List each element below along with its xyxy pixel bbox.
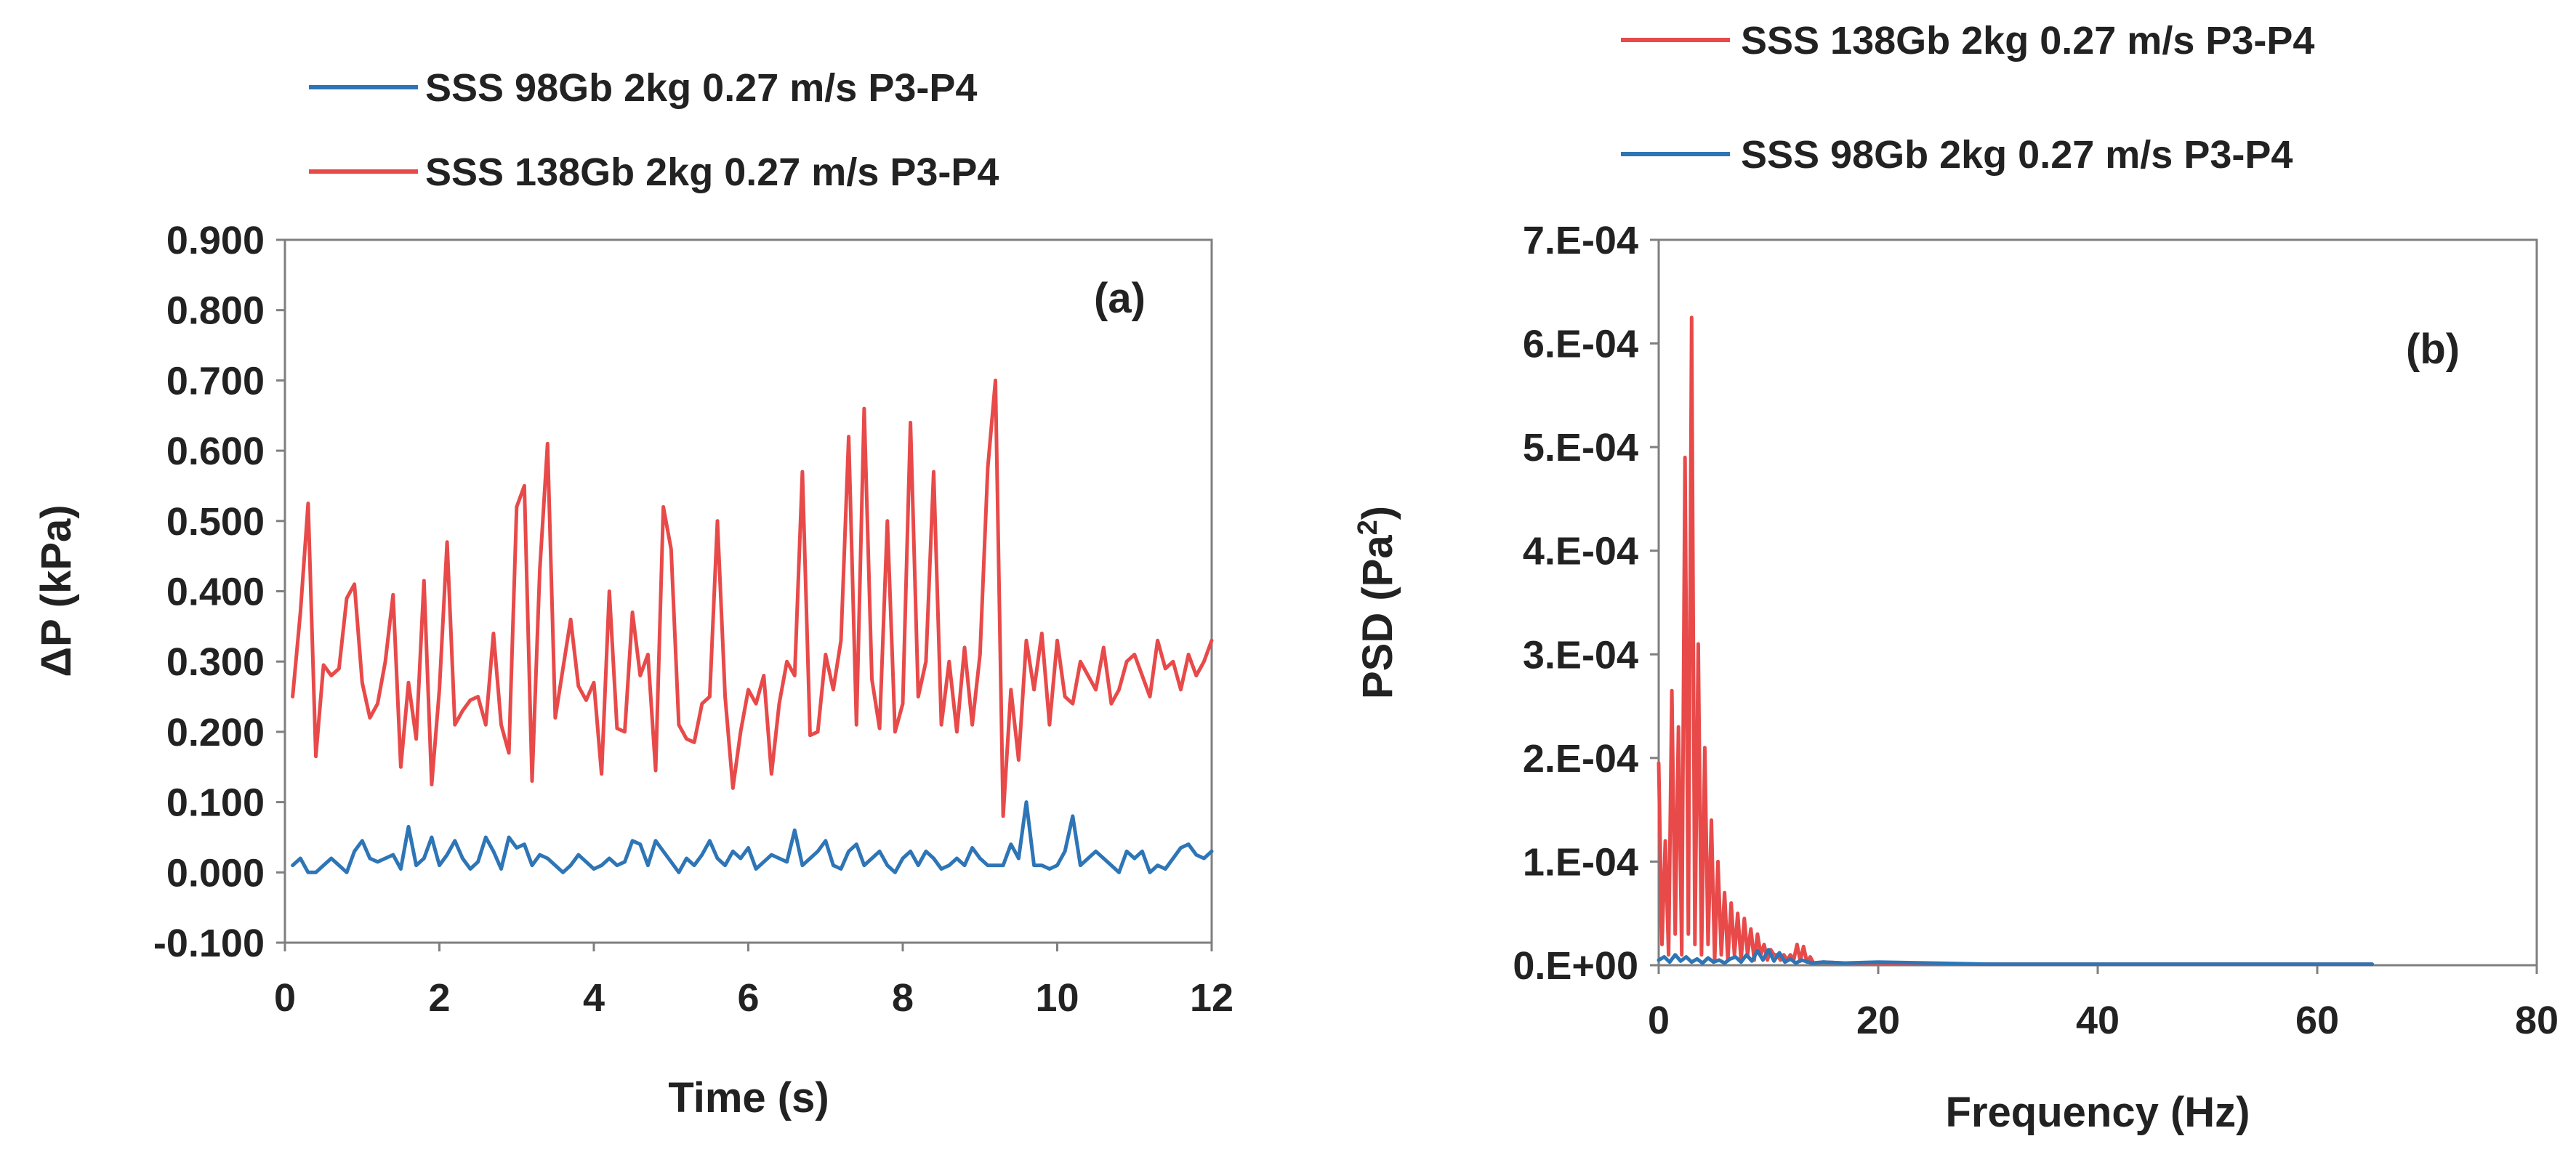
- chart-b-y-tick-label: 0.E+00: [1513, 944, 1638, 988]
- chart-a-y-tick-label: 0.100: [166, 781, 265, 825]
- chart-b-x-tick-label: 80: [2515, 999, 2559, 1042]
- chart-b-x-tick-label: 0: [1648, 999, 1670, 1042]
- chart-a-series-line-1: [291, 378, 1214, 818]
- chart-b-x-axis-title: Frequency (Hz): [1946, 1089, 2250, 1136]
- chart-b-series-line-1: [1657, 948, 2374, 967]
- chart-b-y-tick-label: 3.E-04: [1523, 633, 1638, 677]
- chart-a-y-axis-title: ΔP (kPa): [33, 504, 80, 677]
- chart-b-plot-area: [1657, 238, 2538, 967]
- chart-b-x-axis: 0 20 40 60 80: [1648, 965, 2559, 1042]
- chart-b-series-line-0: [1657, 315, 2374, 967]
- chart-b-y-tick-label: 4.E-04: [1523, 530, 1638, 573]
- chart-a-y-tick-label: 0.400: [166, 571, 265, 614]
- chart-a-x-tick-label: 12: [1190, 976, 1233, 1020]
- chart-b-y-tick-label: 1.E-04: [1523, 840, 1638, 884]
- chart-b: SSS 138Gb 2kg 0.27 m/s P3-P4 SSS 98Gb 2k…: [1353, 19, 2559, 1136]
- chart-b-panel-label: (b): [2406, 326, 2460, 373]
- chart-b-y-axis-title-main: PSD (Pa: [1354, 535, 1401, 699]
- chart-b-x-tick-label: 40: [2076, 999, 2120, 1042]
- chart-a-legend-label-0: SSS 98Gb 2kg 0.27 m/s P3-P4: [425, 66, 977, 110]
- chart-a-x-axis: 0 2 4 6 8 10 12: [274, 943, 1233, 1020]
- chart-a-y-tick-label: 0.600: [166, 430, 265, 473]
- chart-a-series: [291, 378, 1214, 874]
- chart-b-y-tick-label: 6.E-04: [1523, 323, 1638, 366]
- chart-a-y-tick-label: -0.100: [153, 922, 265, 965]
- chart-a: SSS 98Gb 2kg 0.27 m/s P3-P4 SSS 138Gb 2k…: [33, 66, 1233, 1121]
- chart-b-y-tick-label: 7.E-04: [1523, 219, 1638, 262]
- chart-b-y-axis: 0.E+00 1.E-04 2.E-04 3.E-04 4.E-04 5.E-04 6.E-…: [1513, 219, 1659, 988]
- chart-a-x-tick-label: 10: [1035, 976, 1079, 1020]
- chart-b-series: [1657, 315, 2374, 967]
- chart-b-x-tick-label: 60: [2295, 999, 2339, 1042]
- chart-a-y-axis: -0.100 0.000 0.100 0.200 0.300 0.400 0.500 0.60…: [153, 219, 285, 965]
- chart-a-x-tick-label: 0: [274, 976, 296, 1020]
- chart-b-y-tick-label: 2.E-04: [1523, 737, 1638, 781]
- chart-a-panel-label: (a): [1094, 275, 1146, 322]
- chart-a-y-tick-label: 0.700: [166, 359, 265, 403]
- chart-a-series-line-0: [291, 800, 1214, 874]
- chart-b-legend-label-1: SSS 98Gb 2kg 0.27 m/s P3-P4: [1741, 133, 2293, 177]
- chart-b-y-tick-label: 5.E-04: [1523, 426, 1638, 470]
- chart-a-x-axis-title: Time (s): [668, 1074, 829, 1121]
- chart-a-legend-label-1: SSS 138Gb 2kg 0.27 m/s P3-P4: [425, 150, 999, 194]
- chart-b-x-tick-label: 20: [1856, 999, 1900, 1042]
- chart-b-y-axis-title-sup: 2: [1353, 520, 1383, 535]
- chart-a-y-tick-label: 0.000: [166, 851, 265, 895]
- chart-a-y-tick-label: 0.800: [166, 289, 265, 333]
- chart-b-y-axis-title: PSD (Pa2): [1353, 506, 1401, 699]
- chart-a-x-tick-label: 8: [892, 976, 914, 1020]
- chart-a-x-tick-label: 6: [737, 976, 759, 1020]
- chart-a-x-tick-label: 2: [428, 976, 450, 1020]
- chart-a-y-tick-label: 0.200: [166, 711, 265, 754]
- chart-a-y-tick-label: 0.300: [166, 640, 265, 684]
- chart-b-legend: SSS 138Gb 2kg 0.27 m/s P3-P4 SSS 98Gb 2k…: [1621, 19, 2314, 177]
- chart-a-legend: SSS 98Gb 2kg 0.27 m/s P3-P4 SSS 138Gb 2k…: [309, 66, 999, 194]
- chart-a-y-tick-label: 0.500: [166, 500, 265, 544]
- chart-a-y-tick-label: 0.900: [166, 219, 265, 262]
- chart-b-legend-label-0: SSS 138Gb 2kg 0.27 m/s P3-P4: [1741, 19, 2314, 63]
- chart-a-x-tick-label: 4: [583, 976, 605, 1020]
- chart-b-y-axis-title-suffix: ): [1354, 506, 1401, 520]
